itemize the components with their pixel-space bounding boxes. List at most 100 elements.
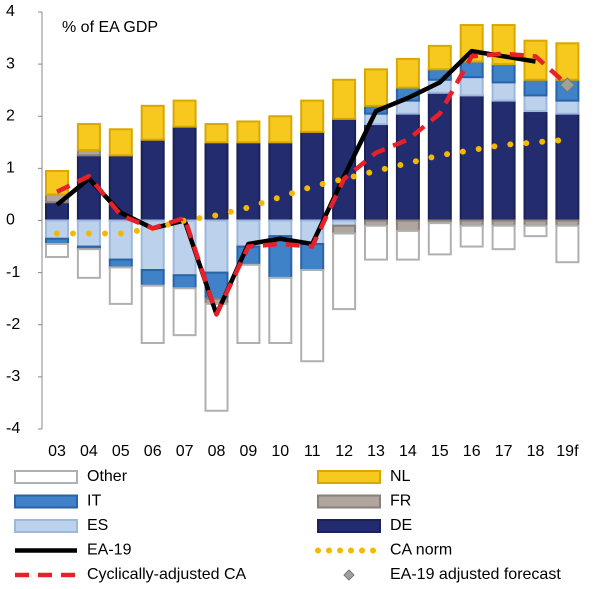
y-tick-label: 3 — [6, 55, 15, 72]
bar — [459, 224, 484, 248]
legend-swatch — [14, 519, 78, 533]
bar — [523, 110, 548, 222]
legend-swatch — [14, 494, 78, 509]
bar — [108, 128, 133, 157]
bar — [332, 117, 357, 222]
bar — [268, 219, 293, 238]
bar — [491, 99, 516, 222]
x-tick-label: 13 — [367, 443, 385, 460]
y-tick-label: -3 — [6, 368, 20, 385]
bar — [555, 224, 580, 264]
bar — [427, 44, 452, 71]
x-tick-label: 15 — [431, 443, 449, 460]
legend-label: CA norm — [390, 542, 452, 559]
bar — [108, 219, 133, 261]
bar — [459, 94, 484, 222]
bar — [364, 224, 388, 261]
y-tick-label: 1 — [6, 160, 15, 177]
bar — [332, 224, 357, 235]
bar — [172, 287, 197, 337]
x-tick-label: 10 — [271, 443, 289, 460]
annotation: % of EA GDP — [62, 19, 158, 36]
legend-swatch — [317, 494, 381, 509]
x-tick-label: 04 — [80, 443, 98, 460]
y-tick-label: -4 — [6, 420, 20, 437]
x-tick-label: 09 — [240, 443, 258, 460]
bar — [491, 224, 516, 251]
legend-label: DE — [390, 517, 412, 534]
bar — [491, 81, 516, 102]
bar — [268, 115, 293, 144]
bar — [140, 284, 165, 344]
x-tick-label: 12 — [335, 443, 353, 460]
bar — [108, 266, 133, 305]
bar — [332, 78, 357, 120]
x-tick-label: 08 — [208, 443, 226, 460]
bar — [332, 232, 357, 311]
bar — [236, 263, 261, 344]
forecast-marker — [559, 77, 576, 93]
bar — [300, 130, 325, 222]
bar — [140, 269, 165, 287]
bar — [172, 274, 197, 290]
x-tick-label: 06 — [144, 443, 162, 460]
bar — [45, 201, 69, 222]
bar — [523, 94, 548, 113]
bar — [395, 229, 420, 261]
bar — [204, 123, 229, 144]
x-tick-label: 18 — [527, 443, 545, 460]
bar — [140, 104, 165, 141]
bar — [555, 99, 580, 115]
legend-label: Other — [87, 468, 128, 485]
y-tick-label: -1 — [6, 264, 20, 281]
bar — [76, 123, 101, 152]
bar — [555, 112, 580, 222]
x-tick-label: 05 — [112, 443, 130, 460]
legend-label: ES — [87, 517, 108, 534]
bar — [268, 141, 293, 222]
bar — [76, 248, 101, 279]
legend-label: Cyclically-adjusted CA — [87, 566, 246, 583]
bar — [204, 302, 229, 412]
bar — [236, 120, 261, 144]
bar — [427, 222, 452, 256]
legend-swatch — [317, 470, 381, 484]
legend-label: FR — [390, 493, 411, 510]
y-tick-label: 2 — [6, 107, 15, 124]
x-tick-label: 14 — [399, 443, 417, 460]
bar — [555, 42, 580, 81]
x-tick-label: 07 — [176, 443, 194, 460]
bar — [395, 219, 420, 232]
x-tick-label: 11 — [304, 443, 321, 460]
bar — [204, 219, 229, 274]
legend-label: IT — [87, 493, 101, 510]
bar — [172, 125, 197, 222]
bar — [172, 99, 197, 128]
legend-label: EA-19 — [87, 542, 132, 559]
line — [56, 51, 569, 317]
legend-swatch — [317, 519, 381, 533]
bar — [300, 269, 325, 363]
bar — [395, 57, 420, 89]
bar — [523, 78, 548, 97]
legend-swatch — [14, 470, 78, 484]
bar — [459, 60, 484, 79]
bar — [45, 242, 69, 258]
y-tick-label: 0 — [6, 212, 15, 229]
x-tick-label: 19f — [556, 443, 579, 460]
bar — [300, 99, 325, 133]
bar — [268, 276, 293, 344]
y-tick-label: 4 — [6, 3, 15, 20]
y-tick-label: -2 — [6, 316, 20, 333]
x-tick-label: 16 — [463, 443, 481, 460]
legend-label: NL — [390, 468, 411, 485]
bar — [204, 141, 229, 222]
legend-swatch — [343, 569, 355, 581]
bar — [491, 63, 516, 84]
legend-label: EA-19 adjusted forecast — [390, 566, 561, 583]
bar — [523, 224, 548, 238]
x-tick-label: 03 — [48, 443, 66, 460]
bar — [108, 258, 133, 269]
